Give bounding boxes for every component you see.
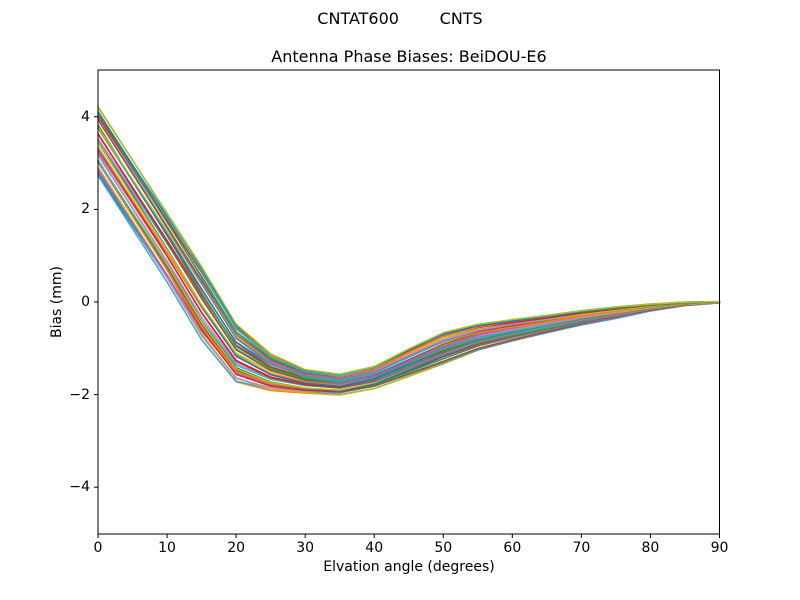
axes-title: Antenna Phase Biases: BeiDOU-E6 [271, 47, 547, 66]
y-tick-label: 0 [81, 294, 90, 310]
axis-tick-marks [94, 116, 720, 538]
bias-curve [97, 105, 721, 375]
x-tick-label: 0 [93, 540, 103, 556]
x-tick-label: 50 [434, 540, 453, 556]
x-tick-label: 30 [296, 540, 315, 556]
x-tick-label: 20 [227, 540, 246, 556]
bias-curve [97, 117, 721, 379]
bias-curve [97, 112, 721, 377]
y-tick-label: −2 [69, 386, 90, 403]
bias-curve [97, 111, 721, 375]
bias-curve [97, 119, 721, 378]
bias-curve [97, 138, 721, 385]
figure-suptitle: CNTAT600 CNTS [317, 9, 483, 28]
y-tick-label: 2 [81, 201, 90, 218]
bias-curve [97, 105, 721, 377]
x-tick-label: 10 [158, 540, 176, 556]
y-tick-label: −4 [69, 479, 90, 496]
y-axis-label: Bias (mm) [49, 265, 65, 339]
bias-curve [97, 106, 721, 378]
bias-curve [97, 141, 721, 384]
bias-curve-bundle [97, 105, 721, 396]
x-tick-label: 40 [365, 540, 384, 556]
bias-curve [97, 115, 721, 377]
x-tick-label: 60 [503, 540, 522, 556]
x-tick-label: 80 [641, 540, 660, 556]
x-tick-label: 90 [710, 540, 729, 556]
x-tick-label: 70 [572, 540, 591, 556]
bias-curve [97, 110, 721, 379]
y-tick-label: 4 [81, 108, 90, 125]
x-axis-label: Elvation angle (degrees) [323, 559, 495, 575]
bias-curve [97, 132, 721, 384]
axes-box [97, 69, 720, 535]
